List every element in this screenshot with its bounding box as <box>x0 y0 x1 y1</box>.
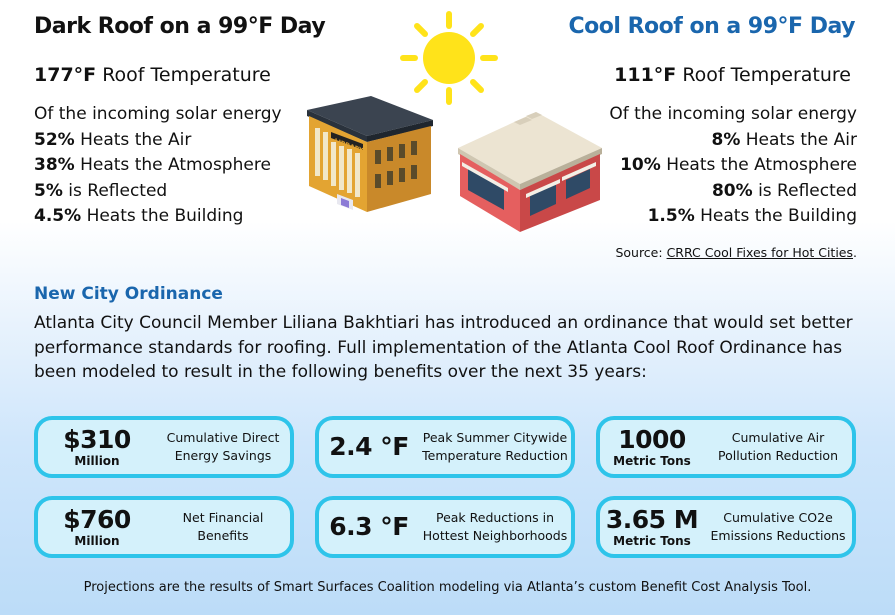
dark-stat-item: 52% Heats the Air <box>34 129 192 150</box>
dark-roof-library-building-icon: LIBRARY <box>307 96 433 212</box>
cool-roof-building-icon <box>458 112 602 232</box>
benefit-description: Peak Summer Citywide Temperature Reductio… <box>422 430 568 463</box>
benefit-card-hottest-neighborhoods: 6.3 °F Peak Reductions in Hottest Neighbo… <box>315 496 575 558</box>
source-link[interactable]: CRRC Cool Fixes for Hot Cities <box>666 245 854 260</box>
dark-roof-title: Dark Roof on a 99°F Day <box>34 14 326 39</box>
benefit-value: 3.65 M Metric Tons <box>605 504 699 548</box>
benefit-description: Net Financial Benefits <box>182 510 264 543</box>
dark-roof-temperature: 177°F Roof Temperature <box>34 64 271 86</box>
dark-temp-value: 177°F <box>34 64 97 86</box>
benefit-card-air-pollution: 1000 Metric Tons Cumulative Air Pollution… <box>596 416 856 478</box>
benefit-value: 2.4 °F <box>329 432 409 461</box>
cool-stat-item: 8% Heats the Air <box>711 129 857 150</box>
dark-stat-item: 38% Heats the Atmosphere <box>34 155 271 175</box>
cool-stat-item: 1.5% Heats the Building <box>647 206 857 226</box>
benefit-card-co2e-emissions: 3.65 M Metric Tons Cumulative CO2e Emissi… <box>596 496 856 558</box>
ordinance-body: Atlanta City Council Member Liliana Bakh… <box>34 313 853 382</box>
benefit-description: Cumulative Air Pollution Reduction <box>717 430 838 463</box>
benefit-card-citywide-temperature: 2.4 °F Peak Summer Citywide Temperature R… <box>315 416 575 478</box>
dark-roof-stats: Of the incoming solar energy 52% Heats t… <box>34 102 282 230</box>
dark-stat-item: 5% is Reflected <box>34 180 168 201</box>
benefit-description: Cumulative CO2e Emissions Reductions <box>710 510 846 543</box>
benefit-value: $760 Million <box>63 504 131 548</box>
cool-temp-label: Roof Temperature <box>682 64 851 86</box>
cool-stat-item: 80% is Reflected <box>711 180 857 201</box>
source-suffix: . <box>853 245 857 260</box>
cool-roof-stats: Of the incoming solar energy 8% Heats th… <box>609 102 857 230</box>
source-prefix: Source: <box>615 245 667 260</box>
benefit-value: 6.3 °F <box>329 512 409 541</box>
benefit-card-energy-savings: $310 Million Cumulative Direct Energy Sav… <box>34 416 294 478</box>
sun-icon <box>400 11 498 105</box>
footer-note: Projections are the results of Smart Sur… <box>83 580 812 595</box>
benefit-card-net-financial: $760 Million Net Financial Benefits <box>34 496 294 558</box>
cool-stats-intro: Of the incoming solar energy <box>609 104 857 124</box>
benefit-value: 1000 Metric Tons <box>613 424 691 468</box>
source-citation: Source: CRRC Cool Fixes for Hot Cities. <box>615 245 857 260</box>
cool-roof-temperature: 111°F Roof Temperature <box>614 64 851 86</box>
cool-roof-title: Cool Roof on a 99°F Day <box>568 14 856 39</box>
dark-stat-item: 4.5% Heats the Building <box>34 206 244 226</box>
cool-temp-value: 111°F <box>614 64 677 86</box>
benefit-description: Cumulative Direct Energy Savings <box>166 430 280 463</box>
dark-temp-label: Roof Temperature <box>102 64 271 86</box>
dark-stats-intro: Of the incoming solar energy <box>34 104 282 124</box>
ordinance-title: New City Ordinance <box>34 284 223 304</box>
cool-stat-item: 10% Heats the Atmosphere <box>620 155 857 175</box>
benefit-value: $310 Million <box>63 424 131 468</box>
benefit-description: Peak Reductions in Hottest Neighborhoods <box>422 510 568 543</box>
